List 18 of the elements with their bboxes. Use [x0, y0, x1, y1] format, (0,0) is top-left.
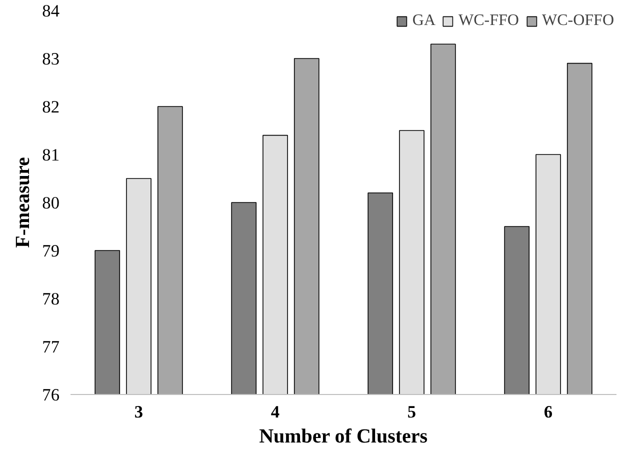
- y-tick-label: 84: [42, 2, 60, 20]
- x-tick-label: 5: [407, 402, 416, 422]
- y-tick-label: 77: [42, 338, 60, 356]
- x-axis-title: Number of Clusters: [259, 426, 428, 448]
- y-tick-label: 81: [42, 146, 60, 164]
- y-tick-label: 78: [42, 290, 60, 308]
- legend-label: GA: [412, 12, 436, 30]
- legend-label: WC-FFO: [458, 12, 519, 30]
- y-axis-title: F-measure: [12, 157, 34, 248]
- y-tick-label: 83: [42, 50, 60, 68]
- y-tick-label: 80: [42, 194, 60, 212]
- legend-label: WC-OFFO: [542, 12, 614, 30]
- x-tick-label: 6: [544, 402, 553, 422]
- y-tick-label: 82: [42, 98, 60, 116]
- x-tick-label: 4: [270, 402, 280, 422]
- y-tick-label: 76: [42, 386, 60, 404]
- x-tick-label: 3: [134, 402, 144, 422]
- y-tick-label: 79: [42, 242, 60, 260]
